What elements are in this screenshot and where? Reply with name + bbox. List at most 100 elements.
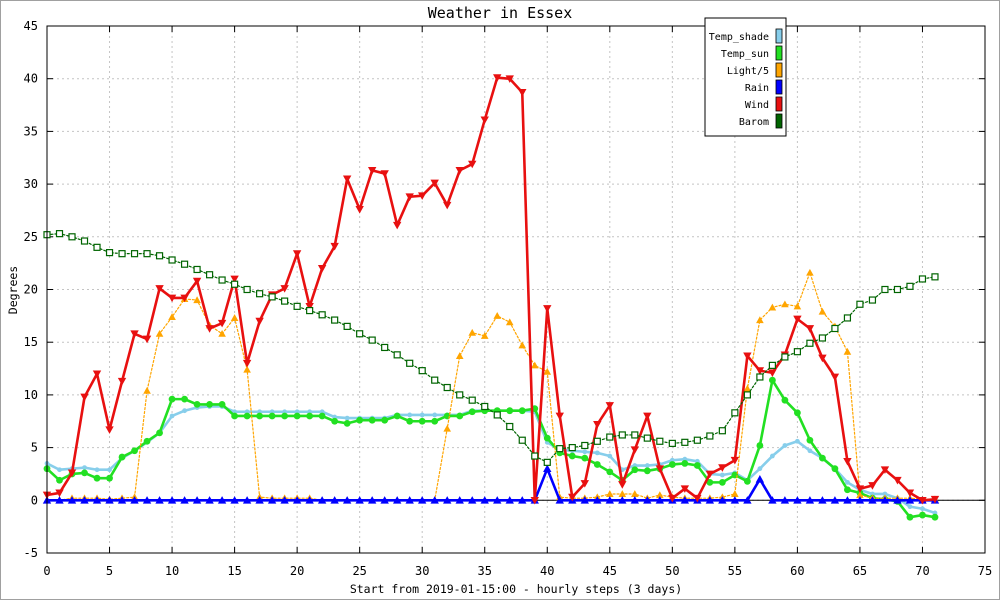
barom-point xyxy=(831,324,839,333)
x-tick-label: 30 xyxy=(415,564,429,578)
chart-title: Weather in Essex xyxy=(428,4,573,22)
barom-point xyxy=(656,437,664,445)
temp-sun-point xyxy=(806,436,814,444)
barom-point xyxy=(618,431,626,439)
light-5-point xyxy=(743,384,752,392)
x-tick-label: 35 xyxy=(478,564,492,578)
light-5-point xyxy=(243,365,251,373)
wind-point xyxy=(930,495,940,504)
wind-point xyxy=(630,446,640,454)
wind-point xyxy=(192,277,202,286)
temp-shade-point xyxy=(169,413,175,419)
barom-point xyxy=(893,285,902,294)
wind-point xyxy=(342,175,352,184)
temp-shade-point xyxy=(644,463,650,468)
wind-point xyxy=(518,89,527,97)
legend-swatch xyxy=(775,62,783,78)
rain-point xyxy=(267,496,277,504)
temp-sun-point xyxy=(293,412,301,420)
barom-point xyxy=(418,367,426,375)
light-5-point xyxy=(618,490,627,498)
barom-point xyxy=(693,436,701,444)
barom-point xyxy=(431,376,439,384)
barom-point xyxy=(906,282,914,290)
barom-point xyxy=(493,411,501,419)
temp-shade-point xyxy=(82,465,87,471)
wind-point xyxy=(530,496,539,505)
rain-point xyxy=(418,496,427,504)
light-5-point xyxy=(781,300,789,308)
rain-point xyxy=(167,496,177,504)
temp-sun-point xyxy=(593,461,601,468)
rain-point xyxy=(117,496,127,504)
barom-point xyxy=(606,433,614,441)
light-5-point xyxy=(530,361,539,369)
y-tick-label: 40 xyxy=(24,72,38,86)
wind-point xyxy=(718,464,727,472)
barom-point xyxy=(793,348,802,356)
legend-label: Rain xyxy=(745,83,769,94)
barom-point xyxy=(118,250,126,258)
rain-point xyxy=(192,496,202,504)
temp-sun-point xyxy=(318,412,326,420)
wind-point xyxy=(893,476,902,485)
wind-series xyxy=(42,74,940,505)
barom-point xyxy=(406,359,414,367)
rain-point xyxy=(618,496,627,504)
temp-sun-point xyxy=(168,395,176,403)
x-tick-label: 50 xyxy=(665,564,679,578)
temp-sun-point xyxy=(243,412,251,420)
barom-point xyxy=(806,339,814,347)
wind-point xyxy=(468,160,477,169)
x-tick-label: 60 xyxy=(790,564,804,578)
barom-point xyxy=(306,306,314,315)
wind-point xyxy=(142,335,152,344)
wind-point xyxy=(580,480,589,488)
wind-point xyxy=(217,319,227,328)
wind-point xyxy=(643,412,652,421)
temp-sun-point xyxy=(819,454,826,462)
wind-point xyxy=(843,457,852,466)
light-5-point xyxy=(793,302,802,310)
barom-point xyxy=(506,422,514,431)
wind-point xyxy=(680,485,690,493)
barom-point xyxy=(581,441,589,450)
temp-sun-point xyxy=(181,395,188,403)
light-5-point xyxy=(505,318,514,326)
rain-point xyxy=(430,496,439,504)
rain-point xyxy=(405,496,414,504)
wind-point xyxy=(230,275,239,284)
temp-sun-point xyxy=(306,412,314,420)
rain-point xyxy=(893,496,902,504)
rain-point xyxy=(605,496,614,504)
wind-point xyxy=(367,167,377,175)
barom-point xyxy=(243,285,251,294)
legend-label: Temp_sun xyxy=(721,49,769,60)
light-5-point xyxy=(543,367,552,375)
wind-point xyxy=(743,352,752,361)
barom-point xyxy=(130,250,139,258)
temp-sun-point xyxy=(706,478,714,486)
rain-point xyxy=(743,496,752,504)
temp-sun-point xyxy=(631,466,639,474)
temp-shade-point xyxy=(594,450,600,456)
temp-sun-point xyxy=(268,412,276,420)
x-tick-label: 55 xyxy=(728,564,742,578)
rain-point xyxy=(680,496,690,504)
legend-item-temp-sun: Temp_sun xyxy=(721,45,783,61)
temp-sun-point xyxy=(406,417,414,425)
temp-shade-point xyxy=(882,491,888,497)
barom-point xyxy=(593,437,601,445)
rain-point xyxy=(755,475,765,483)
temp-sun-point xyxy=(844,486,851,494)
barom-point xyxy=(168,256,176,264)
rain-point xyxy=(367,496,377,504)
temp-sun-point xyxy=(418,417,426,425)
wind-point xyxy=(55,489,64,498)
rain-point xyxy=(55,496,64,504)
wind-point xyxy=(155,285,164,293)
rain-point xyxy=(780,496,790,504)
barom-point xyxy=(93,243,101,251)
temp-shade-point xyxy=(57,467,62,473)
temp-sun-point xyxy=(506,407,514,415)
